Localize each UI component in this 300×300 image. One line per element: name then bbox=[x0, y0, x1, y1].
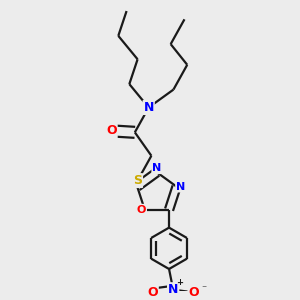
Text: O: O bbox=[106, 124, 117, 137]
Text: S: S bbox=[133, 174, 142, 187]
Text: +: + bbox=[177, 278, 184, 287]
Text: N: N bbox=[176, 182, 185, 192]
Text: N: N bbox=[152, 163, 161, 173]
Text: O: O bbox=[188, 286, 199, 299]
Text: N: N bbox=[143, 101, 154, 114]
Text: N: N bbox=[168, 283, 178, 296]
Text: O: O bbox=[137, 205, 146, 215]
Text: O: O bbox=[147, 286, 158, 299]
Text: ⁻: ⁻ bbox=[202, 285, 207, 295]
